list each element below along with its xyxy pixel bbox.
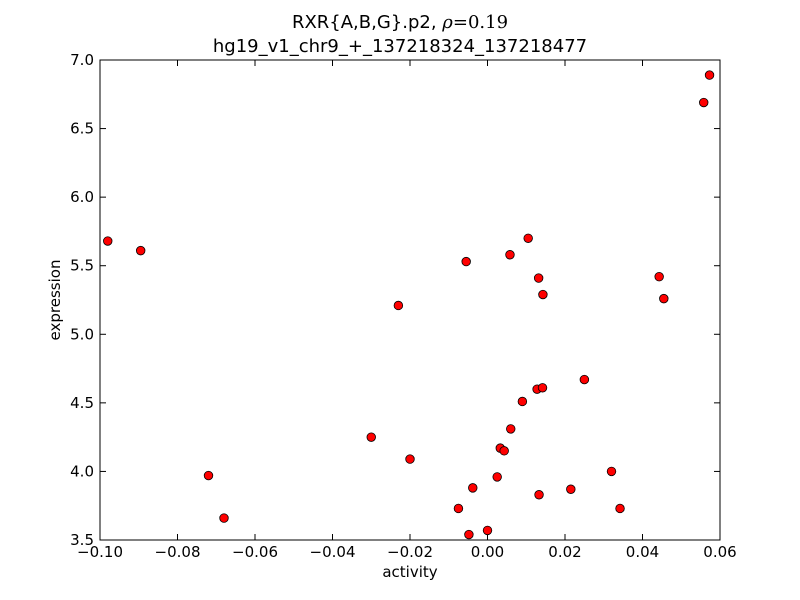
x-tick-label: −0.04 bbox=[310, 543, 356, 561]
rho-symbol: ρ bbox=[442, 12, 453, 33]
data-point bbox=[659, 293, 669, 304]
y-tick-label: 5.5 bbox=[70, 257, 94, 275]
data-point bbox=[405, 454, 415, 464]
data-point bbox=[517, 396, 528, 407]
x-tick-label: 0.04 bbox=[626, 543, 659, 561]
chart-title: RXR{A,B,G}.p2, ρ=0.19 bbox=[0, 12, 800, 33]
data-point bbox=[453, 503, 464, 514]
data-point bbox=[606, 466, 617, 477]
x-tick-label: −0.08 bbox=[155, 543, 201, 561]
data-point bbox=[533, 273, 544, 283]
y-tick-label: 4.5 bbox=[70, 394, 94, 412]
plot-area bbox=[100, 60, 720, 540]
x-tick-label: 0.02 bbox=[548, 543, 581, 561]
x-tick-label: −0.06 bbox=[232, 543, 278, 561]
y-tick-label: 5.0 bbox=[70, 325, 94, 343]
data-point bbox=[654, 271, 664, 282]
chart-title-prefix: RXR{A,B,G}.p2, bbox=[291, 12, 443, 33]
data-point bbox=[566, 484, 576, 494]
rho-value: =0.19 bbox=[452, 12, 509, 33]
data-point bbox=[579, 374, 590, 385]
data-point bbox=[464, 529, 474, 540]
data-point bbox=[615, 503, 625, 514]
data-point bbox=[538, 289, 548, 300]
data-point bbox=[219, 513, 229, 523]
data-point bbox=[468, 483, 478, 493]
plot-frame bbox=[99, 59, 721, 541]
y-tick-label: 7.0 bbox=[70, 51, 94, 69]
data-point bbox=[492, 472, 502, 482]
data-point bbox=[203, 470, 214, 481]
chart-subtitle: hg19_v1_chr9_+_137218324_137218477 bbox=[212, 36, 588, 57]
data-point bbox=[523, 233, 533, 243]
x-tick-label: −0.10 bbox=[77, 543, 123, 561]
y-tick-label: 6.0 bbox=[70, 188, 94, 206]
data-point bbox=[135, 245, 146, 256]
data-point bbox=[699, 97, 709, 108]
data-point bbox=[366, 432, 376, 442]
axis-tick-labels: −0.10 −0.08 −0.06 −0.04 −0.02 0.00 0.02 0.04 0.0… bbox=[70, 51, 737, 561]
data-points bbox=[103, 70, 715, 540]
data-point bbox=[537, 383, 548, 393]
data-point bbox=[482, 525, 493, 536]
data-point bbox=[506, 424, 516, 434]
data-point bbox=[534, 490, 544, 500]
data-point bbox=[103, 236, 113, 246]
data-point bbox=[393, 300, 404, 311]
data-point bbox=[499, 446, 509, 456]
data-point bbox=[704, 70, 715, 80]
y-tick-label: 3.5 bbox=[70, 531, 94, 549]
y-tick-label: 6.5 bbox=[70, 120, 94, 138]
y-tick-label: 4.0 bbox=[70, 462, 94, 480]
x-tick-label: −0.02 bbox=[387, 543, 433, 561]
x-tick-label: 0.00 bbox=[471, 543, 504, 561]
x-axis-label: activity bbox=[382, 563, 437, 581]
x-tick-label: 0.06 bbox=[703, 543, 736, 561]
data-point bbox=[461, 256, 471, 267]
data-point bbox=[505, 250, 515, 260]
y-axis-label: expression bbox=[46, 260, 64, 341]
